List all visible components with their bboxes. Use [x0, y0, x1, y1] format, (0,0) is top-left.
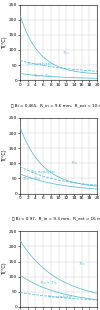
Text: $T_{cs}$ analytic: $T_{cs}$ analytic: [26, 60, 52, 68]
Text: $T_{cs}$: $T_{cs}$: [70, 160, 78, 167]
Y-axis label: T(°C): T(°C): [2, 149, 7, 162]
Text: $T_{cs}$ analytic: $T_{cs}$ analytic: [30, 168, 56, 176]
Text: $T_{cs}-T_{cs}$: $T_{cs}-T_{cs}$: [39, 279, 59, 286]
Text: $T_{cs}$: $T_{cs}$: [78, 261, 86, 268]
Text: $T_{cs}-T_{cs}$: $T_{cs}-T_{cs}$: [34, 73, 53, 80]
Y-axis label: T(°C): T(°C): [2, 263, 7, 275]
Text: Ⓐ Bi = 0.465,  R_in = 9.6 mm,  R_ext = 10 mm: Ⓐ Bi = 0.465, R_in = 9.6 mm, R_ext = 10 …: [11, 103, 100, 107]
Text: $T_{cs}$ analytic: $T_{cs}$ analytic: [47, 293, 73, 301]
Text: Ⓑ Bi = 0.97,  R_in = 9.3 mm,  R_ext = 16 mm: Ⓑ Bi = 0.97, R_in = 9.3 mm, R_ext = 16 m…: [12, 216, 100, 220]
Y-axis label: T(°C): T(°C): [2, 36, 7, 49]
Text: $T_{cs}$: $T_{cs}$: [62, 50, 70, 57]
Text: $T_{cs}-T_{cs}$: $T_{cs}-T_{cs}$: [22, 175, 41, 183]
